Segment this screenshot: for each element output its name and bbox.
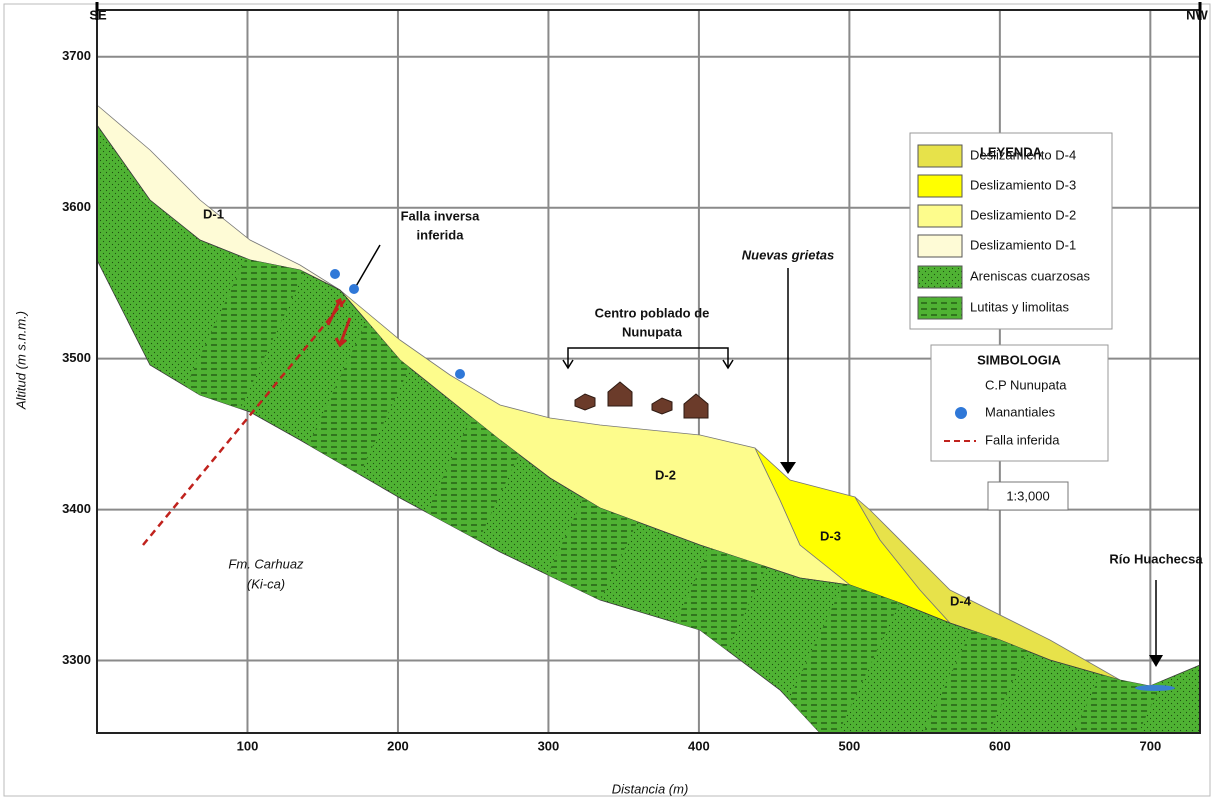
village-label: Nunupata [622, 324, 683, 339]
scale-label: 1:3,000 [1006, 488, 1049, 503]
d1-label: D-1 [203, 206, 224, 221]
formation-label: Fm. Carhuaz [228, 556, 304, 571]
river-label: Río Huachecsa [1109, 551, 1203, 566]
symbology-item: C.P Nunupata [985, 377, 1067, 392]
fault-pointer [355, 245, 380, 288]
x-tick-label: 300 [538, 738, 560, 753]
houses [575, 382, 708, 418]
village-label: Centro poblado de [595, 305, 710, 320]
x-tick-label: 600 [989, 738, 1011, 753]
x-tick-label: 400 [688, 738, 710, 753]
legend-item: Deslizamiento D-2 [970, 207, 1076, 222]
y-axis-label: Altitud (m s.n.m.) [13, 311, 28, 410]
d4-label: D-4 [950, 593, 972, 608]
x-tick-label: 500 [839, 738, 861, 753]
legend-item: Deslizamiento D-4 [970, 147, 1076, 162]
x-tick-label: 700 [1139, 738, 1161, 753]
symbology: SIMBOLOGIA C.P Nunupata Manantiales Fall… [931, 345, 1108, 461]
legend-item: Deslizamiento D-1 [970, 237, 1076, 252]
y-tick-label: 3600 [62, 199, 91, 214]
x-tick-label: 200 [387, 738, 409, 753]
legend-item: Lutitas y limolitas [970, 299, 1069, 314]
y-tick-label: 3400 [62, 501, 91, 516]
river [1135, 685, 1175, 691]
cracks-arrowhead [780, 462, 796, 474]
cracks-label: Nuevas grietas [742, 247, 835, 262]
legend: LEYENDA Deslizamiento D-4 Deslizamiento … [910, 133, 1112, 329]
fault-label: Falla inversa [401, 208, 481, 223]
symbology-title: SIMBOLOGIA [977, 352, 1061, 367]
d2-label: D-2 [655, 467, 676, 482]
legend-item: Areniscas cuarzosas [970, 268, 1090, 283]
cross-section: SE NW Distancia (m) Altitud (m s.n.m.) D… [0, 0, 1214, 800]
nw-label: NW [1186, 7, 1208, 22]
y-tick-label: 3300 [62, 652, 91, 667]
formation-label: (Ki-ca) [247, 576, 285, 591]
symbology-item: Falla inferida [985, 432, 1060, 447]
legend-item: Deslizamiento D-3 [970, 177, 1076, 192]
y-tick-label: 3700 [62, 48, 91, 63]
y-tick-label: 3500 [62, 350, 91, 365]
x-axis-label: Distancia (m) [612, 781, 689, 796]
fault-label: inferida [417, 227, 465, 242]
symbology-item: Manantiales [985, 404, 1056, 419]
se-label: SE [89, 7, 107, 22]
d3-label: D-3 [820, 528, 841, 543]
x-tick-label: 100 [237, 738, 259, 753]
bracket-arrows [563, 360, 733, 368]
